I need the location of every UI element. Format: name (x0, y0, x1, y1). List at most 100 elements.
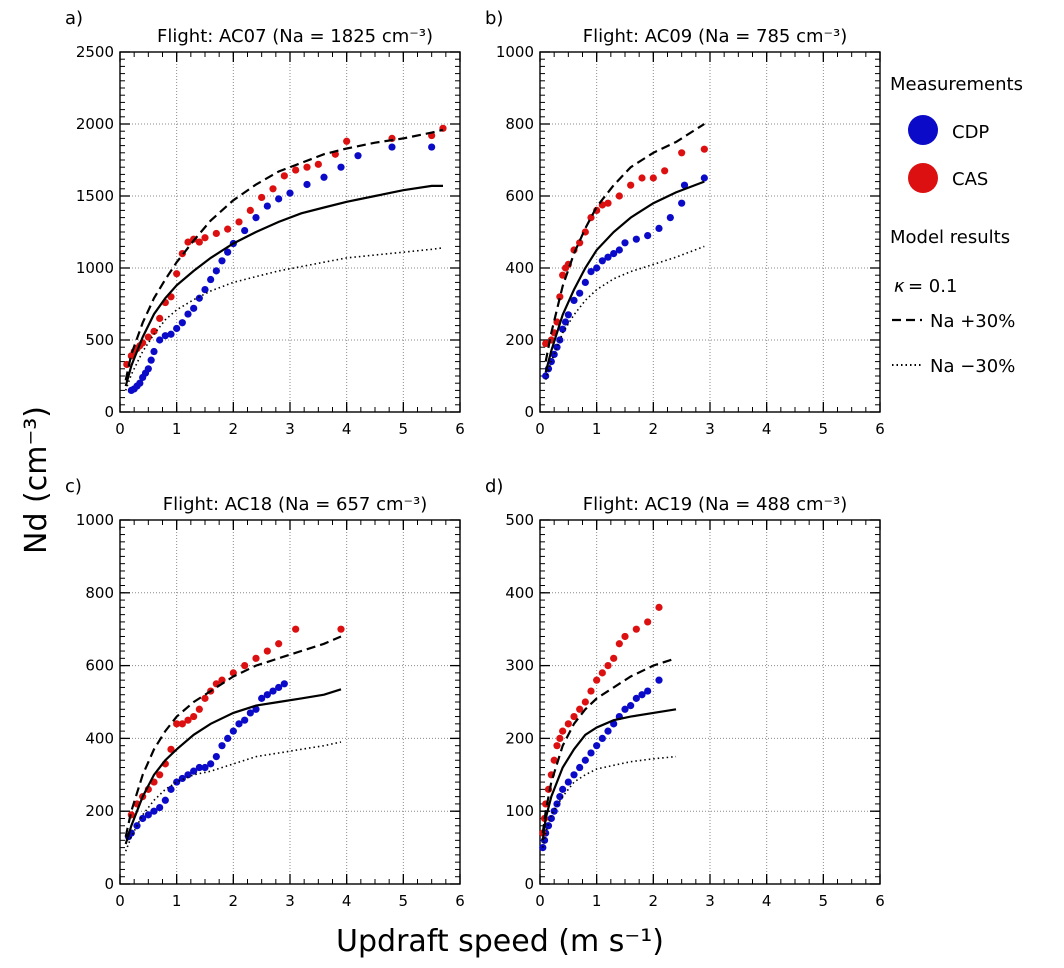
model-line-kappa (124, 688, 342, 845)
cas-point (201, 234, 209, 242)
cdp-point (627, 702, 635, 710)
cdp-point (621, 705, 629, 713)
cdp-point (604, 727, 612, 735)
cdp-point (286, 189, 294, 197)
cas-point (303, 163, 311, 171)
cdp-point (680, 181, 689, 189)
cas-point (649, 174, 657, 182)
cdp-point (576, 289, 584, 297)
cas-point (258, 193, 266, 202)
cas-point (150, 327, 158, 335)
cdp-point (564, 311, 572, 319)
x-tick-label: 4 (762, 892, 772, 910)
cdp-point (576, 763, 584, 772)
cdp-point (178, 319, 186, 327)
cdp-point (229, 727, 237, 735)
cas-point (632, 625, 640, 633)
cdp-point (598, 734, 606, 743)
x-tick-label: 2 (649, 420, 659, 438)
x-tick-label: 5 (399, 420, 409, 438)
cas-point (195, 238, 203, 246)
cas-point (275, 640, 283, 648)
y-tick-label: 400 (85, 729, 114, 747)
cdp-point (593, 742, 601, 750)
cdp-point (303, 180, 311, 189)
cas-point (343, 137, 351, 145)
cdp-point (144, 811, 152, 819)
cas-point (564, 720, 572, 728)
y-tick-label: 1000 (496, 43, 534, 61)
cas-point (576, 705, 584, 713)
legend-cdp-marker (908, 115, 938, 145)
cdp-point (337, 163, 345, 171)
cdp-point (184, 310, 192, 318)
cdp-point (644, 687, 652, 695)
cdp-point (550, 350, 558, 358)
legend-minus-label: Na −30% (930, 356, 1015, 377)
cdp-point (556, 793, 564, 801)
cdp-point (587, 268, 595, 276)
cas-point (638, 174, 646, 182)
x-tick-label: 6 (455, 892, 465, 910)
y-tick-label: 600 (505, 187, 534, 205)
cdp-point (241, 716, 249, 724)
plot-frame (539, 519, 881, 885)
cas-point (581, 698, 589, 706)
x-tick-label: 0 (115, 420, 125, 438)
cdp-point (190, 767, 198, 775)
cdp-point (556, 336, 564, 344)
cas-point (241, 662, 249, 670)
cas-point (184, 716, 192, 724)
y-tick-label: 200 (505, 331, 534, 349)
cas-point (559, 727, 567, 735)
cdp-point (173, 324, 181, 333)
legend: Measurements CDP CAS Model results κ = 0… (890, 74, 1023, 377)
y-tick-label: 1000 (76, 259, 114, 277)
cdp-point (207, 275, 215, 284)
cdp-point (147, 356, 155, 364)
cas-point (167, 745, 175, 753)
x-tick-label: 3 (285, 420, 295, 438)
cdp-point (610, 250, 618, 258)
cdp-point (570, 296, 578, 304)
cas-point (587, 687, 595, 695)
cas-point (235, 218, 243, 226)
x-tick-label: 6 (875, 892, 885, 910)
panel-label: d) (485, 476, 503, 497)
x-tick-label: 1 (592, 892, 602, 910)
y-tick-label: 0 (104, 403, 114, 421)
cas-point (156, 314, 164, 322)
x-tick-label: 0 (535, 892, 545, 910)
x-tick-label: 3 (705, 892, 715, 910)
cdp-point (561, 318, 570, 326)
cdp-point (632, 235, 640, 243)
cdp-point (150, 347, 158, 356)
model-line-plus30 (544, 123, 705, 362)
x-tick-label: 1 (172, 420, 182, 438)
cas-point (269, 185, 277, 193)
cas-point (280, 172, 288, 180)
x-tick-label: 3 (705, 420, 715, 438)
cdp-point (252, 705, 260, 713)
cdp-point (280, 680, 288, 688)
cdp-point (564, 778, 572, 786)
cas-point (156, 771, 164, 779)
cas-point (621, 632, 629, 641)
y-tick-label: 1000 (76, 511, 114, 529)
cas-point (190, 712, 198, 721)
cdp-point (139, 814, 147, 823)
cas-point (184, 238, 192, 246)
legend-model-title: Model results (890, 227, 1010, 248)
y-tick-label: 500 (505, 511, 534, 529)
cdp-point (570, 771, 578, 779)
cdp-point (136, 379, 144, 387)
x-tick-label: 0 (115, 892, 125, 910)
cdp-point (388, 143, 396, 151)
cdp-point (559, 325, 567, 333)
cdp-point (269, 687, 277, 695)
y-tick-label: 600 (85, 657, 114, 675)
cdp-point (587, 749, 595, 757)
